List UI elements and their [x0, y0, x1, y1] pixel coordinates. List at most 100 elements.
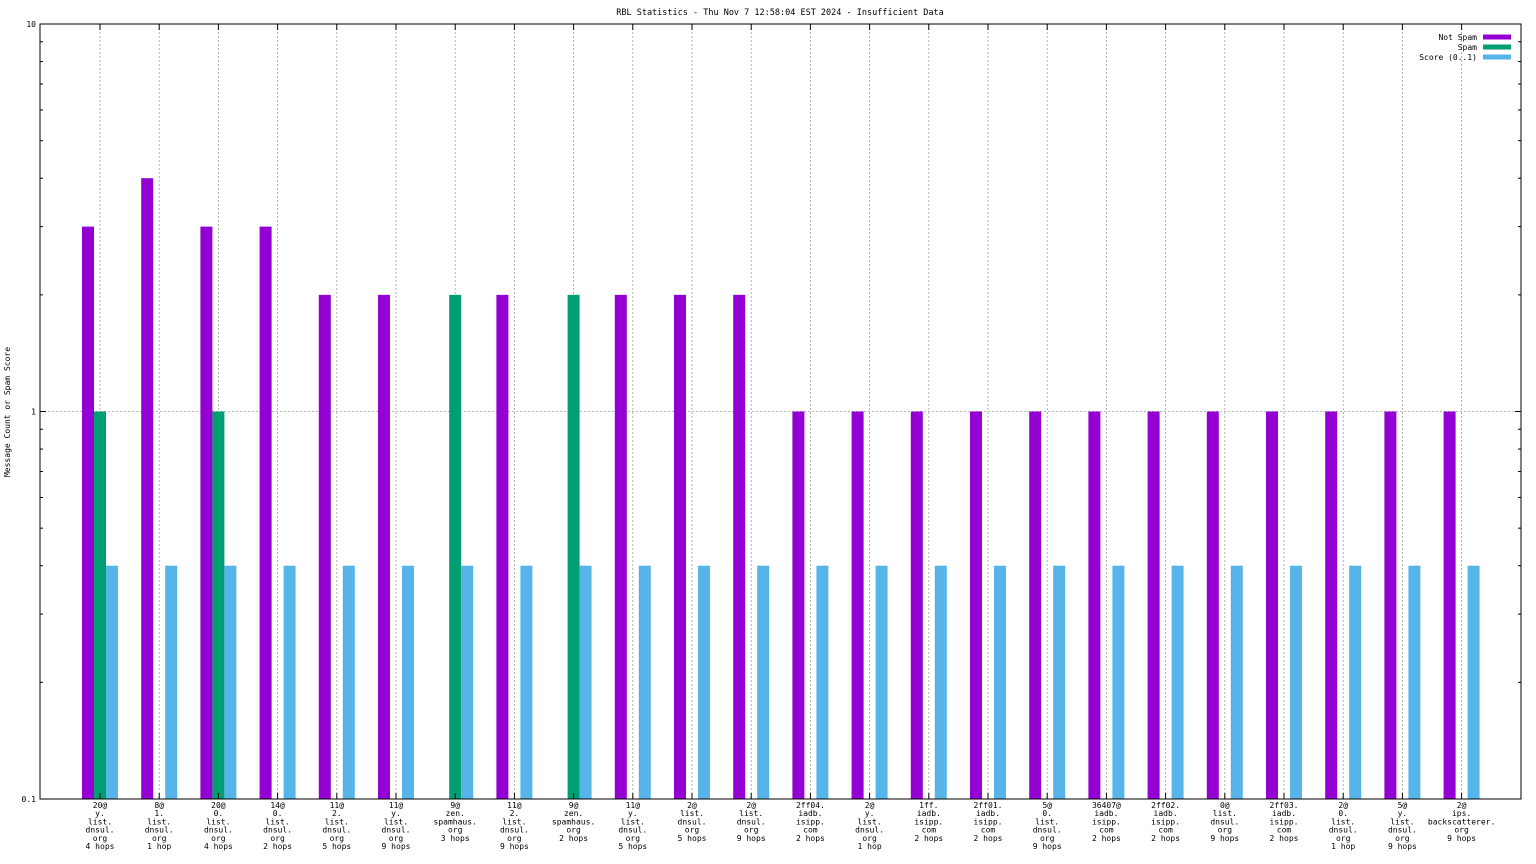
legend-label: Score (0..1) [1419, 53, 1477, 62]
x-tick-label-line: dnsul. [737, 817, 766, 826]
x-tick-label-line: 9 hops [1210, 834, 1239, 843]
x-tick-label-line: 1ff. [919, 801, 938, 810]
x-tick-label-line: 2 hops [1092, 834, 1121, 843]
x-tick-label-line: com [922, 826, 937, 835]
x-tick-label-line: spamhaus. [552, 817, 595, 826]
x-tick-label-line: org [1040, 834, 1055, 843]
x-tick-label-line: 1 hop [147, 842, 171, 851]
bar-spam [212, 411, 225, 799]
legend-label: Spam [1458, 43, 1477, 52]
x-tick-label-line: com [981, 826, 996, 835]
x-tick-label-line: 1. [154, 809, 164, 818]
x-tick-label-line: org [211, 834, 226, 843]
x-tick-label-line: 11@ [626, 801, 641, 810]
x-tick-label-line: y. [865, 809, 875, 818]
x-tick-label-line: 0. [1338, 809, 1348, 818]
bar-not-spam [1266, 411, 1278, 799]
x-tick-label-line: dnsul. [1033, 826, 1062, 835]
bar-not-spam [1206, 411, 1219, 799]
x-tick-label: 8@ 1. list. dnsul. org 1 hop [145, 801, 174, 851]
x-tick-label-line: org [270, 834, 285, 843]
bar-not-spam [910, 411, 923, 799]
legend-swatch [1483, 54, 1511, 60]
chart-title: RBL Statistics - Thu Nov 7 12:58:04 EST … [616, 8, 944, 18]
bar-score-0-1 [520, 565, 533, 799]
x-tick-label-line: dnsul. [382, 826, 411, 835]
x-tick-label-line: 5@ [1042, 801, 1052, 810]
y-axis-label: Message Count or Spam Score [3, 347, 12, 477]
x-tick-label-line: 0@ [1220, 801, 1230, 810]
x-tick-label-line: 5@ [1398, 801, 1408, 810]
x-tick-label-line: list. [739, 809, 763, 818]
x-tick-label-line: com [1099, 826, 1114, 835]
bar-score-0-1 [698, 565, 710, 799]
x-tick-label-line: 36407@ [1092, 801, 1121, 810]
x-tick-label-line: 5 hops [322, 842, 351, 851]
x-tick-label-line: 2@ [1338, 801, 1348, 810]
x-tick-label-line: y. [628, 809, 638, 818]
y-tick-label: 0.1 [22, 795, 37, 804]
x-tick-label-line: 2ff01. [974, 801, 1003, 810]
x-tick-label-line: 0. [214, 809, 224, 818]
x-tick-label-line: iadb. [1094, 809, 1118, 818]
x-tick-label-line: 0. [1042, 809, 1052, 818]
bar-score-0-1 [757, 565, 770, 799]
x-tick-label-line: ips. [1452, 809, 1471, 818]
x-tick-label-line: dnsul. [855, 826, 884, 835]
x-tick-label: 2ff04. iadb. isipp. com 2 hops [796, 801, 825, 843]
bar-score-0-1 [402, 565, 414, 799]
bar-not-spam [1147, 411, 1160, 799]
bar-score-0-1 [816, 565, 829, 799]
x-tick-label-line: 11@ [389, 801, 404, 810]
bar-not-spam [851, 411, 864, 799]
x-tick-label-line: 2@ [687, 801, 697, 810]
x-tick-label: 36407@ iadb. isipp. com 2 hops [1092, 801, 1121, 843]
x-tick-label-line: org [744, 826, 759, 835]
x-tick-label: 14@ 0. list. dnsul. org 2 hops [263, 801, 292, 851]
x-tick-label: 2@ list. dnsul. org 5 hops [678, 801, 707, 843]
x-tick-label-line: list. [266, 817, 290, 826]
x-tick-label-line: list. [88, 817, 112, 826]
x-tick-label-line: list. [1331, 817, 1355, 826]
bar-not-spam [1325, 411, 1338, 799]
x-tick-label: 11@ 2. list. dnsul. org 5 hops [322, 801, 351, 851]
x-tick-label-line: 8@ [154, 801, 164, 810]
x-tick-label-line: org [152, 834, 167, 843]
bar-score-0-1 [1112, 565, 1125, 799]
bar-score-0-1 [224, 565, 237, 799]
bar-score-0-1 [283, 565, 296, 799]
x-tick-label-line: backscatterer. [1428, 817, 1495, 826]
x-tick-label-line: org [566, 826, 581, 835]
legend-swatch [1483, 34, 1511, 40]
bar-score-0-1 [579, 565, 592, 799]
bar-score-0-1 [165, 565, 178, 799]
bar-not-spam [141, 178, 154, 799]
x-tick-label-line: 11@ [330, 801, 345, 810]
x-tick-label-line: 2 hops [559, 834, 588, 843]
x-tick-label-line: 1 hop [858, 842, 882, 851]
x-tick-label-line: 3 hops [441, 834, 470, 843]
x-tick-label-line: 20@ [93, 801, 108, 810]
x-tick-label-line: org [507, 834, 522, 843]
legend-swatch [1483, 44, 1511, 50]
x-tick-label-line: 4 hops [86, 842, 115, 851]
x-tick-label: 9@ zen. spamhaus. org 3 hops [434, 801, 477, 843]
x-tick-label-line: isipp. [974, 817, 1003, 826]
x-tick-label-line: isipp. [1270, 817, 1299, 826]
grid-layer [40, 24, 1521, 799]
y-tick-label: 1 [31, 408, 36, 417]
x-tick-label-line: 5 hops [618, 842, 647, 851]
x-tick-label-line: list. [1035, 817, 1059, 826]
x-tick-label-line: 14@ [270, 801, 285, 810]
x-tick-label-line: 5 hops [678, 834, 707, 843]
bar-not-spam [1029, 411, 1042, 799]
x-tick-label-line: 2. [510, 809, 520, 818]
x-tick-label-line: isipp. [914, 817, 943, 826]
y-tick-label: 10 [26, 20, 36, 29]
x-tick-label-line: com [1277, 826, 1292, 835]
x-tick-label-line: 2. [332, 809, 342, 818]
bar-score-0-1 [1171, 565, 1184, 799]
x-tick-label-line: 11@ [507, 801, 522, 810]
